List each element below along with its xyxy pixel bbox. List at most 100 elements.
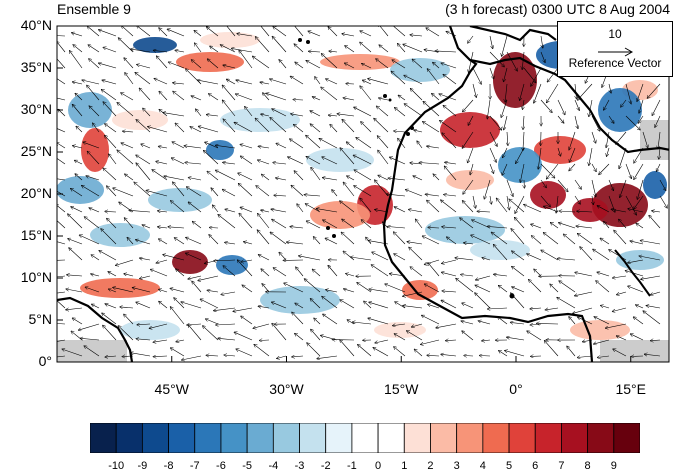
wind-vector	[576, 226, 592, 228]
wind-vector	[619, 148, 626, 169]
wind-vector	[121, 26, 133, 36]
wind-vector	[374, 118, 388, 132]
wind-vector	[551, 223, 559, 228]
wind-vector	[541, 250, 558, 260]
wind-vector	[507, 196, 509, 210]
wind-vector	[99, 63, 117, 68]
wind-vector	[319, 139, 337, 149]
wind-vector	[413, 176, 422, 180]
wind-vector	[288, 157, 303, 164]
wind-vector	[105, 304, 116, 308]
wind-vector	[151, 269, 168, 276]
wind-vector	[103, 47, 116, 52]
wind-vector	[652, 211, 660, 212]
wind-vector	[170, 307, 184, 324]
colorbar-swatch	[90, 423, 116, 453]
wind-vector	[206, 355, 218, 356]
wind-vector	[347, 176, 354, 180]
wind-vector	[124, 274, 133, 276]
wind-vector	[353, 322, 371, 324]
wind-vector	[575, 180, 581, 189]
wind-vector	[52, 260, 65, 261]
wind-vector	[171, 348, 185, 356]
wind-vector	[425, 194, 439, 196]
wind-vector	[71, 331, 82, 340]
wind-vector	[468, 36, 473, 43]
wind-vector	[45, 292, 66, 295]
wind-vector	[592, 164, 596, 172]
wind-vector	[505, 351, 524, 357]
wind-vector	[378, 150, 388, 164]
wind-vector	[427, 200, 439, 212]
wind-vector	[156, 161, 167, 164]
wind-vector	[328, 27, 337, 36]
wind-vector	[599, 164, 609, 175]
wind-vector	[92, 304, 99, 308]
wind-vector	[330, 124, 337, 132]
wind-vector	[342, 120, 354, 133]
wind-vector	[409, 247, 422, 260]
wind-vector	[559, 223, 575, 228]
wind-vector	[394, 232, 406, 244]
wind-vector	[89, 208, 99, 212]
wind-vector	[182, 356, 201, 360]
wind-vector	[121, 93, 133, 100]
wind-vector	[442, 291, 456, 292]
wind-vector	[290, 20, 303, 36]
wind-vector	[73, 45, 82, 52]
wind-vector	[534, 269, 541, 276]
wind-vector	[379, 45, 388, 52]
wind-vector	[71, 207, 82, 212]
wind-vector	[76, 126, 82, 132]
wind-vector	[306, 135, 320, 148]
colorbar-swatch	[273, 423, 299, 453]
iberia-coastline	[470, 26, 556, 40]
wind-vector	[312, 97, 320, 100]
wind-vector	[557, 297, 575, 308]
wind-vector	[578, 234, 593, 245]
anomaly-patch	[643, 171, 667, 199]
wind-vector	[176, 340, 184, 342]
wind-vector	[369, 289, 388, 292]
wind-vector	[649, 215, 660, 228]
wind-vector	[575, 292, 592, 296]
wind-vector	[634, 164, 643, 179]
wind-vector	[502, 36, 507, 56]
wind-vector	[124, 314, 133, 324]
wind-vector	[616, 132, 626, 144]
wind-vector	[543, 233, 558, 244]
wind-vector	[57, 41, 66, 52]
wind-vector	[410, 89, 422, 101]
wind-vector	[321, 87, 337, 100]
anomaly-patch	[425, 216, 505, 244]
wind-vector	[441, 200, 456, 212]
wind-vector	[68, 214, 82, 228]
lat-tick-label: 20°N	[2, 185, 52, 201]
wind-vector	[441, 354, 456, 356]
wind-vector	[158, 211, 167, 212]
wind-vector	[207, 171, 218, 180]
wind-vector	[421, 340, 439, 345]
colorbar-swatch	[535, 423, 561, 453]
wind-vector	[636, 305, 643, 308]
wind-vector	[139, 88, 150, 100]
wind-vector	[174, 238, 184, 244]
anomaly-patch	[570, 320, 630, 340]
wind-vector	[276, 143, 286, 148]
wind-vector	[354, 170, 371, 180]
wind-vector	[346, 274, 354, 277]
wind-vector	[589, 148, 592, 165]
wind-vector	[294, 171, 303, 180]
reference-vector-legend: 10 Reference Vector	[557, 21, 673, 77]
wind-vector	[646, 306, 660, 308]
wind-vector	[488, 308, 508, 309]
wind-vector	[372, 252, 388, 260]
wind-vector	[340, 340, 354, 356]
anomaly-patch	[200, 32, 260, 48]
colorbar-swatch	[352, 423, 378, 453]
wind-vector	[394, 254, 405, 260]
wind-vector	[428, 263, 439, 276]
wind-vector	[545, 308, 558, 310]
colorbar-swatch	[378, 423, 404, 453]
wind-vector	[154, 79, 167, 85]
